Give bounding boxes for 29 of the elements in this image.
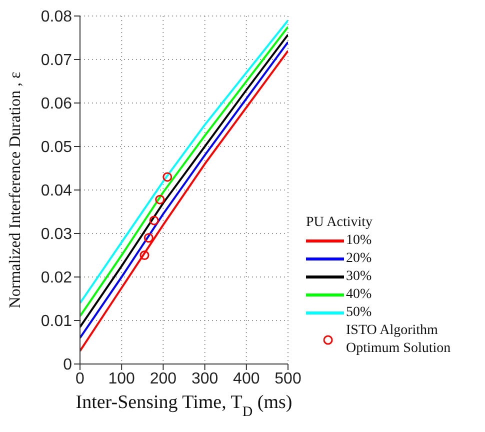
legend-label: ISTO Algorithm Optimum Solution (346, 322, 452, 358)
x-tick-label: 400 (233, 370, 260, 388)
x-tick-label: 0 (76, 370, 85, 388)
y-tick-label: 0.02 (40, 270, 72, 287)
point (144, 233, 154, 243)
x-tick-label: 500 (274, 370, 302, 388)
legend-title: PU Activity (305, 214, 374, 232)
y-tick-label: 0 (63, 356, 72, 374)
x-tick-label: 300 (191, 370, 218, 388)
x-tick-label: 200 (150, 370, 177, 388)
y-tick-label: 0.04 (40, 182, 72, 200)
legend-label: 20% (346, 250, 372, 268)
y-tick-label: 0.06 (40, 96, 72, 113)
y-tick-label: 0.05 (40, 139, 72, 156)
y-tick-label: 0.07 (40, 52, 72, 70)
y-tick-label: 0.03 (40, 226, 72, 244)
legend-label: 50% (346, 304, 372, 322)
y-tick-label: 0.08 (40, 8, 72, 26)
point (155, 194, 165, 204)
legend-label: 30% (346, 268, 372, 286)
legend-label: 10% (346, 232, 372, 250)
legend-label: 40% (346, 286, 372, 304)
point (140, 250, 150, 260)
y-axis-title: Normalized Interference Duration , ε (7, 72, 24, 308)
x-tick-label: 100 (108, 370, 136, 388)
point (149, 216, 159, 226)
y-tick-label: 0.01 (40, 313, 72, 330)
x-axis-title: Inter-Sensing Time, T$_{D}$ (ms) (76, 392, 292, 420)
point (162, 172, 172, 182)
